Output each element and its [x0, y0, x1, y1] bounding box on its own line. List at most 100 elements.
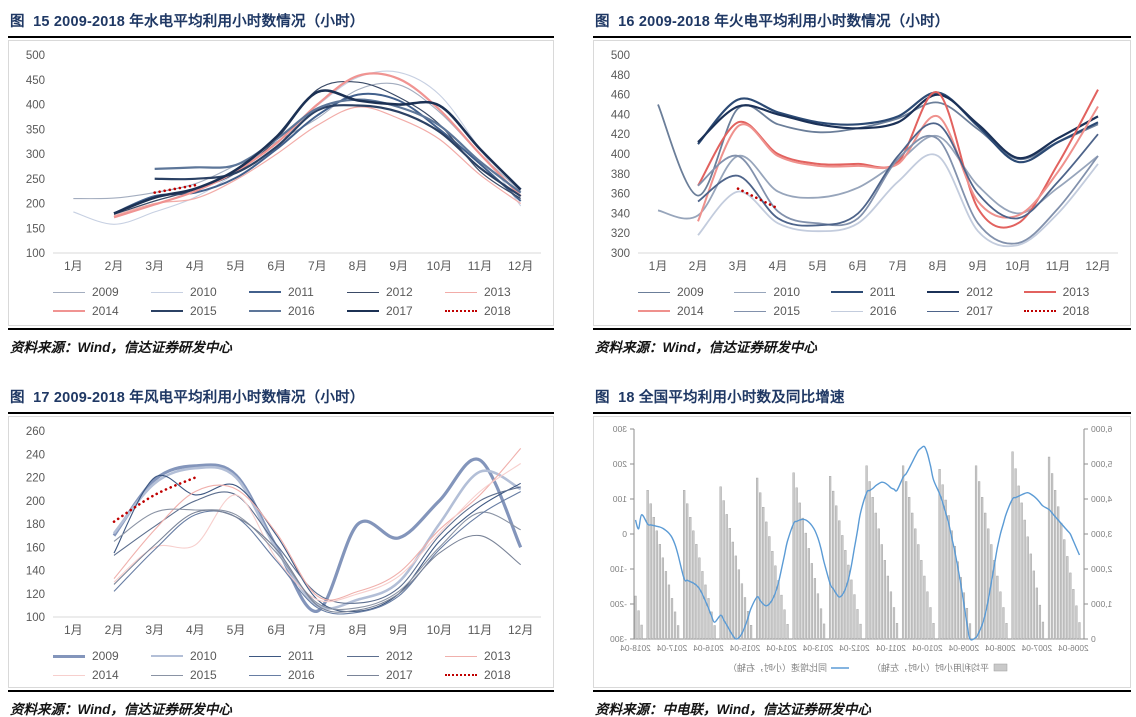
panel-thermal: 图 16 2009-2018 年火电平均利用小时数情况（小时） 300 320 34… [593, 8, 1131, 356]
svg-text:250: 250 [26, 174, 45, 186]
legend-entry-2009: 2009 [53, 285, 151, 299]
national-utilization-combo-chart: 0 1,000 2,000 3,000 4,000 5,000 6,000 -300 -200 -… [594, 417, 1130, 687]
legend-year-label: 2014 [677, 304, 704, 318]
svg-text:2010-04: 2010-04 [912, 643, 943, 653]
svg-text:180: 180 [26, 519, 45, 531]
svg-text:480: 480 [611, 70, 630, 82]
svg-text:2014-04: 2014-04 [766, 643, 797, 653]
svg-text:2012-04: 2012-04 [839, 643, 870, 653]
svg-text:5,000: 5,000 [1091, 459, 1113, 469]
svg-text:0: 0 [622, 529, 627, 539]
svg-text:-100: -100 [610, 564, 627, 574]
svg-text:4月: 4月 [186, 259, 205, 273]
svg-text:1,000: 1,000 [1091, 599, 1113, 609]
svg-text:120: 120 [26, 589, 45, 601]
svg-text:10月: 10月 [1005, 259, 1030, 273]
svg-text:9月: 9月 [389, 259, 408, 273]
svg-text:12月: 12月 [508, 259, 533, 273]
svg-text:440: 440 [611, 109, 630, 121]
svg-text:6月: 6月 [267, 259, 286, 273]
svg-text:420: 420 [611, 129, 630, 141]
svg-text:360: 360 [611, 189, 630, 201]
source-value: 中电联，Wind，信达证券研发中心 [662, 702, 871, 717]
svg-text:100: 100 [26, 248, 45, 260]
svg-text:4,000: 4,000 [1091, 494, 1113, 504]
svg-text:7月: 7月 [308, 259, 327, 273]
svg-text:2009-04: 2009-04 [948, 643, 979, 653]
wind-utilization-chart: 100 120 140 160 180 200 220 240 260 1月 2月 3月 4月 5月 6月 7… [9, 417, 553, 646]
figure-17-title: 图 17 2009-2018 年风电平均利用小时数情况（小时） [8, 384, 554, 414]
legend-swatch [638, 310, 670, 312]
panel-hydro: 图 15 2009-2018 年水电平均利用小时数情况（小时） 100 150 20… [8, 8, 554, 356]
legend-entry-2016: 2016 [249, 668, 347, 682]
source-value: Wind，信达证券研发中心 [77, 340, 232, 355]
source-note: 资料来源：Wind，信达证券研发中心 [8, 690, 554, 717]
svg-text:11月: 11月 [1046, 259, 1070, 273]
legend-swatch [151, 655, 183, 657]
svg-text:8月: 8月 [349, 259, 368, 273]
panel-national: 图 18 全国平均利用小时数及同比增速 0 1,000 2,000 3,000 4,00… [593, 384, 1131, 717]
source-value: Wind，信达证券研发中心 [662, 340, 817, 355]
legend-entry-2014: 2014 [53, 668, 151, 682]
legend-swatch [927, 291, 960, 293]
legend-entry-2012: 2012 [347, 285, 445, 299]
legend-swatch [830, 310, 863, 312]
svg-text:220: 220 [26, 473, 45, 485]
source-label: 资料来源： [595, 340, 663, 355]
legend-year-label: 2010 [773, 285, 801, 299]
legend-year-label: 2009 [677, 285, 704, 299]
legend-year-label: 2015 [190, 668, 217, 682]
source-label: 资料来源： [10, 702, 78, 717]
svg-text:150: 150 [26, 223, 45, 235]
legend-entry-2011: 2011 [249, 285, 347, 299]
thermal-chart-frame: 300 320 340 360 380 400 420 440 460 480 500 1月 2月 3月 4… [593, 40, 1131, 326]
svg-text:100: 100 [613, 494, 627, 504]
legend-entry-2014: 2014 [638, 304, 734, 318]
legend-year-label: 2011 [869, 285, 896, 299]
legend-year-label: 2017 [386, 304, 413, 318]
legend-year-label: 2009 [92, 285, 119, 299]
svg-text:350: 350 [26, 124, 45, 136]
svg-text:460: 460 [611, 90, 630, 102]
legend-entry-2014: 2014 [53, 304, 151, 318]
legend-entry-2012: 2012 [927, 285, 1023, 299]
source-label: 资料来源： [10, 340, 78, 355]
svg-text:240: 240 [26, 449, 45, 461]
legend-swatch [53, 310, 85, 312]
legend-entry-2010: 2010 [151, 649, 249, 663]
legend-entry-2013: 2013 [1023, 285, 1120, 299]
svg-text:400: 400 [611, 149, 630, 161]
svg-text:1月: 1月 [64, 259, 83, 273]
svg-text:2006-04: 2006-04 [1058, 643, 1089, 653]
source-label: 资料来源： [595, 702, 663, 717]
legend-entry-2016: 2016 [249, 304, 347, 318]
svg-text:11月: 11月 [468, 623, 492, 637]
legend-entry-2018: 2018 [445, 668, 543, 682]
svg-text:11月: 11月 [468, 259, 492, 273]
legend-year-label: 2015 [773, 304, 801, 318]
legend-year-label: 2012 [386, 649, 413, 663]
svg-text:100: 100 [26, 612, 45, 624]
legend-swatch [445, 655, 477, 657]
figure-15-title: 图 15 2009-2018 年水电平均利用小时数情况（小时） [8, 8, 554, 38]
svg-text:200: 200 [26, 496, 45, 508]
svg-text:2017-04: 2017-04 [656, 643, 687, 653]
svg-text:6,000: 6,000 [1091, 424, 1113, 434]
svg-text:8月: 8月 [349, 623, 368, 637]
legend-swatch [151, 674, 183, 676]
legend-entry-2015: 2015 [734, 304, 830, 318]
hydro-chart-legend: 2009 2010 2011 2012 2013 2014 2015 2016 2017 2018 [9, 282, 553, 318]
legend-entry-2009: 2009 [53, 649, 151, 663]
legend-year-label: 2016 [288, 668, 315, 682]
svg-text:0: 0 [1091, 634, 1096, 644]
legend-entry-2017: 2017 [347, 668, 445, 682]
source-note: 资料来源：中电联，Wind，信达证券研发中心 [593, 690, 1131, 717]
legend-entry-2016: 2016 [830, 304, 927, 318]
svg-text:140: 140 [26, 566, 45, 578]
svg-text:340: 340 [611, 208, 630, 220]
svg-text:2008-04: 2008-04 [985, 643, 1016, 653]
svg-text:1月: 1月 [64, 623, 83, 637]
legend-swatch [445, 674, 477, 676]
svg-text:2月: 2月 [105, 259, 124, 273]
legend-entry-2013: 2013 [445, 649, 543, 663]
